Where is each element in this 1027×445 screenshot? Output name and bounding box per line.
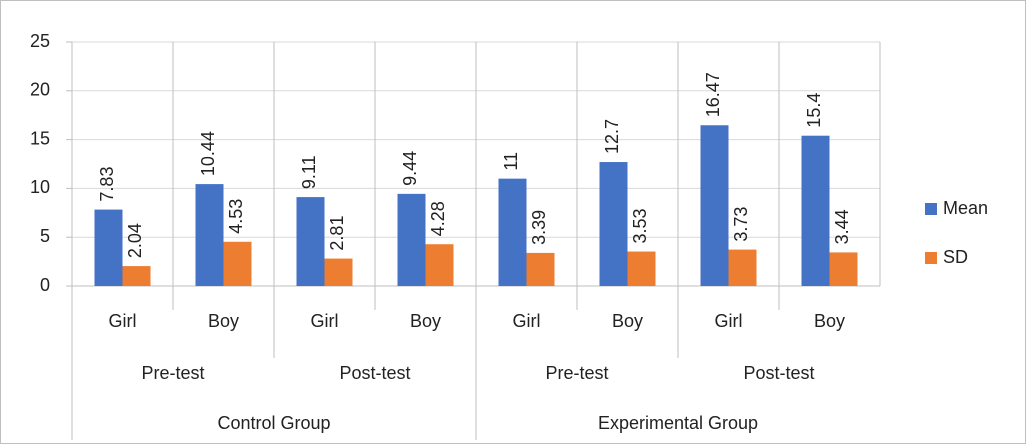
data-label: 7.83 <box>97 167 117 202</box>
y-tick-label: 5 <box>40 226 50 246</box>
data-label: 10.44 <box>198 131 218 176</box>
legend-swatch <box>925 203 937 215</box>
category-group-label: Control Group <box>217 413 330 433</box>
data-label: 9.44 <box>400 151 420 186</box>
x-tick-label: Boy <box>208 311 239 331</box>
data-label: 2.81 <box>327 216 347 251</box>
category-group-label: Pre-test <box>141 363 204 383</box>
category-group-label: Pre-test <box>545 363 608 383</box>
bar <box>599 162 628 286</box>
bar <box>296 197 325 286</box>
data-label: 3.73 <box>731 207 751 242</box>
y-tick-label: 0 <box>40 275 50 295</box>
data-label: 3.39 <box>529 210 549 245</box>
x-tick-label: Boy <box>612 311 643 331</box>
data-label: 11 <box>501 152 521 171</box>
bar <box>195 184 224 286</box>
data-label: 3.44 <box>832 209 852 244</box>
y-tick-label: 25 <box>30 31 50 51</box>
data-label: 16.47 <box>703 72 723 117</box>
data-label: 9.11 <box>299 155 319 189</box>
x-tick-label: Girl <box>109 311 137 331</box>
x-tick-label: Boy <box>410 311 441 331</box>
bar <box>801 135 830 286</box>
bar <box>397 193 426 286</box>
x-tick-label: Girl <box>715 311 743 331</box>
x-tick-label: Boy <box>814 311 845 331</box>
legend-swatch <box>925 252 937 264</box>
legend-label: Mean <box>943 198 988 218</box>
bar <box>425 244 454 286</box>
bar <box>526 252 555 286</box>
data-label: 3.53 <box>630 209 650 244</box>
data-label: 4.28 <box>428 201 448 236</box>
bar <box>94 209 123 286</box>
bar <box>829 252 858 286</box>
bar <box>728 249 757 286</box>
bar <box>627 251 656 286</box>
bar <box>498 178 527 286</box>
bar <box>122 266 151 286</box>
data-label: 15.4 <box>804 93 824 128</box>
category-group-label: Post-test <box>339 363 410 383</box>
y-tick-label: 15 <box>30 128 50 148</box>
x-tick-label: Girl <box>311 311 339 331</box>
category-group-label: Experimental Group <box>598 413 758 433</box>
bar <box>223 241 252 286</box>
data-label: 12.7 <box>602 119 622 154</box>
category-group-label: Post-test <box>743 363 814 383</box>
data-label: 2.04 <box>125 223 145 258</box>
y-tick-label: 20 <box>30 80 50 100</box>
bar <box>324 258 353 286</box>
x-tick-label: Girl <box>513 311 541 331</box>
bar <box>700 125 729 286</box>
y-tick-label: 10 <box>30 177 50 197</box>
data-label: 4.53 <box>226 199 246 234</box>
legend-label: SD <box>943 247 968 267</box>
